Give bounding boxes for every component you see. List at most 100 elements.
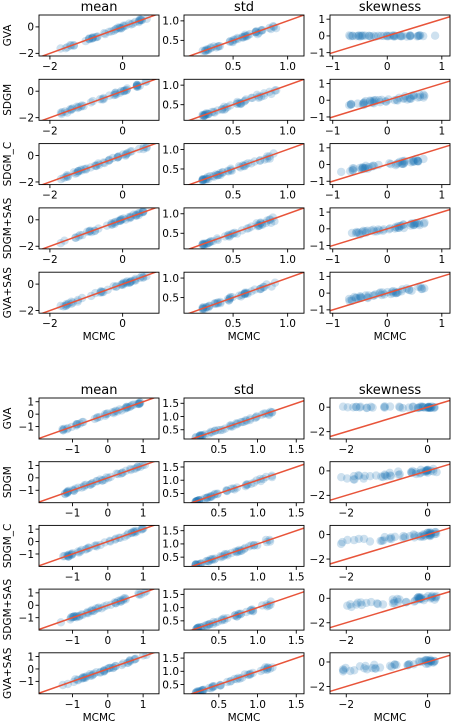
- x-tick-label: −1: [65, 571, 80, 583]
- panel-frame: [38, 207, 160, 250]
- y-tick-label: 0.5: [162, 679, 179, 691]
- scatter-point: [415, 31, 424, 40]
- panel-0-4-2: −1 0 1 −1 0 1: [310, 271, 451, 330]
- scatter-point: [366, 32, 375, 41]
- scatter-point: [345, 31, 354, 40]
- identity-line: [187, 207, 304, 249]
- panel-1-4-0: −101−1 0 1: [19, 651, 160, 711]
- y-tick-label: 0.5: [162, 99, 179, 111]
- y-tick-label: 1.0: [162, 144, 179, 156]
- y-tick-label: 1.0: [162, 80, 179, 92]
- scatter-point: [405, 31, 415, 40]
- x-tick-label: 1.0: [279, 318, 296, 330]
- x-axis-label: MCMC: [374, 712, 407, 724]
- x-tick-label: 0: [119, 190, 126, 202]
- scatter-point: [380, 403, 389, 412]
- x-tick-label: 1.0: [279, 190, 296, 202]
- row-label: SDGM_C: [2, 524, 14, 569]
- scatter-point: [369, 31, 378, 40]
- panel-frame: [38, 143, 160, 186]
- panel-1-2-2: −2 0 −2 0: [310, 524, 451, 583]
- panel-frame: [38, 397, 160, 440]
- x-axis-label: MCMC: [83, 331, 116, 343]
- panel-0-3-2: −1 0 1 −1 0 1: [310, 207, 451, 266]
- scatter-point: [366, 97, 375, 106]
- y-tick-label: 0.5: [162, 35, 179, 47]
- y-tick-label: 0: [27, 279, 34, 291]
- scatter-point: [375, 663, 385, 672]
- y-tick-label: 0: [318, 402, 325, 414]
- scatter-point: [348, 164, 357, 173]
- scatter-point: [371, 95, 380, 105]
- scatter-point: [346, 666, 355, 676]
- scatter-point: [371, 471, 381, 480]
- scatter-point: [387, 662, 396, 672]
- x-tick-label: 0: [384, 254, 391, 266]
- row-label: SDGM: [2, 84, 14, 116]
- y-tick-label: 1.5: [162, 525, 179, 537]
- x-tick-label: −1: [325, 61, 340, 73]
- x-axis-label: MCMC: [374, 331, 407, 343]
- scatter-point: [413, 156, 422, 166]
- scatter-point: [386, 472, 396, 481]
- panel-frame: [183, 397, 305, 440]
- y-tick-label: −1: [19, 421, 34, 433]
- scatter-point: [414, 592, 423, 602]
- scatter-point: [419, 31, 428, 41]
- scatter-point: [409, 220, 419, 230]
- panel-1-1-1: 0.51.01.50.5 1.0 1.5: [162, 461, 305, 520]
- panel-frame: [38, 652, 160, 695]
- panel-0-1-0: −2 0 −2 0: [19, 78, 160, 137]
- scatter-point: [368, 97, 377, 106]
- x-tick-label: 1.0: [249, 635, 266, 647]
- panel-0-2-1: 0.5 1.0 0.5 1.0: [162, 143, 305, 202]
- identity-line: [40, 207, 158, 249]
- y-tick-label: 1: [318, 14, 325, 26]
- scatter-point: [350, 666, 359, 675]
- x-tick-label: 0: [424, 444, 431, 456]
- scatter-point: [385, 468, 394, 477]
- x-tick-label: 0.5: [225, 61, 242, 73]
- scatter-point: [405, 285, 414, 295]
- x-tick-label: 0.5: [225, 254, 242, 266]
- scatter-point: [377, 536, 387, 545]
- scatter-point: [378, 472, 388, 482]
- panel-1-0-0: −101−1 0 1: [19, 397, 160, 456]
- scatter-point: [337, 167, 346, 177]
- identity-line: [189, 399, 304, 439]
- identity-line: [330, 15, 450, 55]
- scatter-point: [353, 598, 362, 607]
- scatter-point: [346, 600, 355, 609]
- scatter-point: [365, 31, 374, 41]
- y-tick-label: 1: [27, 460, 34, 472]
- scatter-point: [388, 599, 398, 608]
- identity-line: [39, 398, 156, 439]
- y-tick-label: −1: [310, 176, 325, 188]
- scatter-point: [353, 228, 362, 237]
- scatter-point: [380, 470, 389, 479]
- y-tick-label: 1.0: [162, 475, 179, 487]
- identity-line: [330, 273, 450, 312]
- x-axis-label: MCMC: [228, 712, 261, 724]
- x-tick-label: 1.0: [249, 508, 266, 520]
- y-tick-label: 0: [318, 593, 325, 605]
- scatter-point: [351, 293, 360, 303]
- identity-line: [189, 654, 304, 694]
- y-tick-label: 1.5: [162, 589, 179, 601]
- scatter-point: [343, 535, 352, 545]
- scatter-point: [344, 294, 354, 304]
- y-tick-label: 0.5: [162, 425, 179, 437]
- scatter-point: [365, 537, 375, 546]
- y-tick-label: 1.5: [162, 653, 179, 665]
- scatter-point: [380, 532, 389, 542]
- scatter-point: [419, 93, 428, 102]
- x-tick-label: 0.5: [225, 318, 242, 330]
- x-tick-label: −2: [339, 444, 354, 456]
- scatter-point: [349, 471, 359, 481]
- scatter-point: [414, 219, 424, 228]
- x-tick-label: −2: [339, 508, 354, 520]
- y-tick-label: −2: [310, 618, 325, 630]
- scatter-point: [406, 158, 416, 167]
- row-label: SDGM: [2, 466, 14, 498]
- y-tick-label: 0.5: [162, 292, 179, 304]
